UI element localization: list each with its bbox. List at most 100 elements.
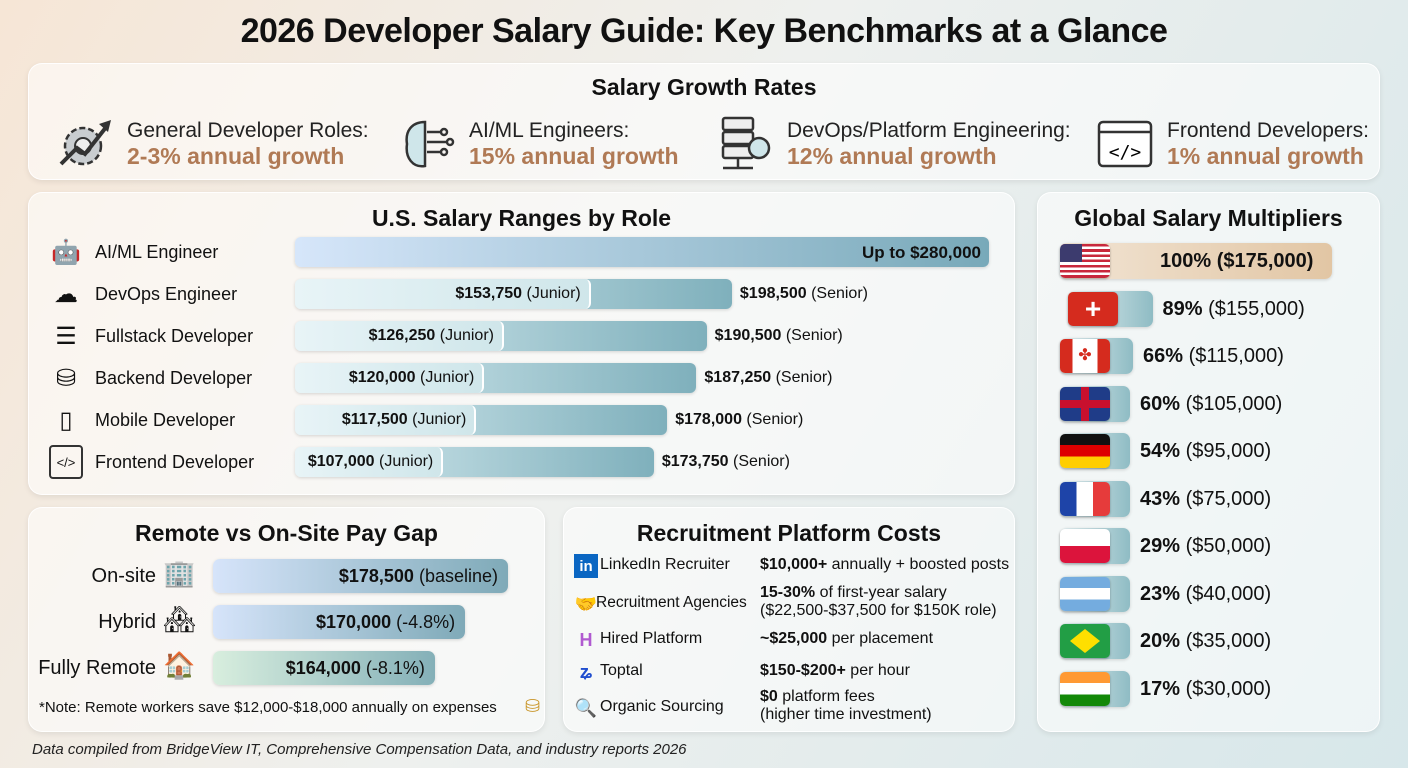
junior-segment: $153,750 (Junior) (295, 279, 591, 309)
multiplier-amount: ($155,000) (1208, 297, 1305, 320)
salary-bar: $126,250 (Junior) (295, 321, 707, 351)
remote-label: Fully Remote (38, 657, 156, 679)
global-title: Global Salary Multipliers (1074, 205, 1343, 231)
multiplier-pct: 54% (1140, 440, 1181, 462)
senior-suffix: (Senior) (785, 327, 843, 344)
multiplier-pct: 43% (1140, 487, 1181, 510)
salary-bar: $107,000 (Junior) (295, 447, 654, 477)
multiplier-label: 60% ($105,000) (1140, 393, 1282, 416)
remote-label: Hybrid (98, 611, 156, 633)
growth-item: AI/ML Engineers: 15% annual growth (395, 112, 679, 176)
footer-source: Data compiled from BridgeView IT, Compre… (32, 741, 687, 758)
junior-suffix: (Junior) (439, 327, 494, 344)
remote-note: (-4.8%) (396, 612, 456, 632)
cost-amount: ~$25,000 (760, 630, 828, 647)
role-label: AI/ML Engineer (95, 242, 219, 262)
india-flag-icon (1060, 671, 1110, 706)
cost-amount: $0 (760, 688, 778, 705)
global-multipliers-panel: Global Salary Multipliers 100% ($175,000… (1037, 192, 1380, 732)
senior-label: Up to $280,000 (861, 243, 981, 262)
growth-value: 2-3% annual growth (127, 142, 345, 169)
uk-flag-icon (1060, 386, 1110, 421)
toptal-logo-icon: ʑ (579, 661, 593, 682)
magnifier-icon: 🔍 (574, 697, 598, 718)
remote-amount: $178,500 (338, 566, 414, 586)
senior-suffix: (Senior) (733, 453, 790, 470)
multiplier-label: 89% ($155,000) (1163, 298, 1305, 321)
cost-line: 15-30% of first-year salary (760, 584, 997, 602)
remote-bar: $170,000 (-4.8%) (213, 605, 466, 639)
page-title: 2026 Developer Salary Guide: Key Benchma… (240, 12, 1168, 50)
cost-amount: 15-30% (760, 584, 816, 601)
salary-row: </> Frontend Developer $107,000 (Junior) $1… (29, 445, 1014, 479)
cloud-gear-icon: ☁ (54, 280, 78, 308)
multiplier-pct: 17% (1140, 677, 1181, 700)
remote-title: Remote vs On-Site Pay Gap (135, 520, 438, 546)
platform-name: Recruitment Agencies (596, 594, 747, 611)
stack-icon: ☰ (55, 322, 77, 350)
senior-amount: $190,500 (714, 327, 782, 344)
server-icon (713, 112, 777, 176)
senior-value: $178,000 (Senior) (675, 411, 803, 429)
junior-value: $117,500 (341, 411, 408, 428)
multiplier-row: 17% ($30,000) (1060, 669, 1380, 709)
platform-name: Hired Platform (600, 630, 703, 647)
senior-amount: $187,250 (704, 369, 772, 386)
multiplier-label: 23% ($40,000) (1140, 583, 1271, 606)
senior-value: $187,250 (Senior) (704, 369, 832, 387)
multiplier-amount: ($75,000) (1185, 487, 1272, 510)
senior-value: $198,500 (Senior) (740, 285, 868, 303)
junior-suffix: (Junior) (420, 369, 475, 386)
senior-value: $173,750 (Senior) (662, 453, 790, 471)
hired-logo-icon: H (579, 629, 593, 650)
multiplier-amount: ($95,000) (1185, 440, 1272, 462)
growth-label: General Developer Roles: (127, 118, 369, 142)
salary-row: ☁ DevOps Engineer $153,750 (Junior) $198,50… (29, 277, 1014, 311)
cost-amount: $150-$200+ (760, 662, 846, 679)
remote-row: Fully Remote 🏠 $164,000 (-8.1%) (29, 648, 544, 688)
multiplier-row: 60% ($105,000) (1060, 384, 1380, 424)
robot-icon: 🤖 (51, 238, 81, 266)
growth-value: 15% annual growth (469, 142, 679, 169)
platform-cost: $10,000+ annually + boosted posts (760, 556, 1009, 574)
multiplier-row: 23% ($40,000) (1060, 574, 1380, 614)
growth-label: AI/ML Engineers: (469, 118, 630, 142)
germany-flag-icon (1060, 434, 1110, 468)
house-icon: 🏠 (163, 650, 196, 680)
platform-name: Organic Sourcing (600, 698, 724, 715)
recruitment-title: Recruitment Platform Costs (636, 520, 942, 546)
remote-note: (baseline) (418, 566, 498, 586)
salary-row: 🤖 AI/ML Engineer Up to $280,000 (29, 235, 1014, 269)
france-flag-icon (1060, 481, 1110, 516)
junior-value: $107,000 (307, 453, 375, 470)
gear-trend-icon (53, 112, 117, 176)
growth-label: Frontend Developers: (1167, 118, 1369, 142)
mobile-icon: ▯ (59, 406, 73, 434)
role-label: Frontend Developer (95, 452, 255, 472)
multiplier-pct: 29% (1140, 535, 1181, 557)
platform-cost: $150-$200+ per hour (760, 662, 910, 680)
code-window-icon: </> (49, 445, 83, 479)
recruitment-panel: Recruitment Platform Costs in LinkedIn Re… (563, 507, 1015, 732)
handshake-icon: 🤝 (574, 593, 598, 614)
junior-suffix: (Junior) (526, 285, 581, 302)
growth-value: 1% annual growth (1167, 142, 1364, 169)
junior-value: $120,000 (348, 369, 416, 386)
salary-row: ▯ Mobile Developer $117,500 (Junior) $178,0… (29, 403, 1014, 437)
us-flag-icon (1060, 244, 1110, 278)
poland-flag-icon (1060, 529, 1110, 563)
cost-line: $10,000+ annually + boosted posts (760, 556, 1009, 574)
union-cross (1060, 386, 1110, 421)
multiplier-label: 20% ($35,000) (1140, 630, 1271, 653)
senior-amount: $178,000 (675, 411, 742, 428)
multiplier-amount: ($105,000) (1185, 392, 1283, 415)
platform-name: LinkedIn Recruiter (600, 556, 730, 573)
role-label: Mobile Developer (95, 410, 236, 430)
multiplier-label: 54% ($95,000) (1140, 440, 1271, 463)
database-icon: ⛁ (55, 364, 77, 392)
switzerland-flag-icon: + (1068, 291, 1118, 326)
junior-segment: $117,500 (Junior) (295, 405, 477, 435)
remote-gap-panel: Remote vs On-Site Pay Gap *Note: Remote … (28, 507, 545, 732)
svg-text:</>: </> (1109, 142, 1142, 163)
senior-value: $190,500 (Senior) (715, 327, 843, 345)
